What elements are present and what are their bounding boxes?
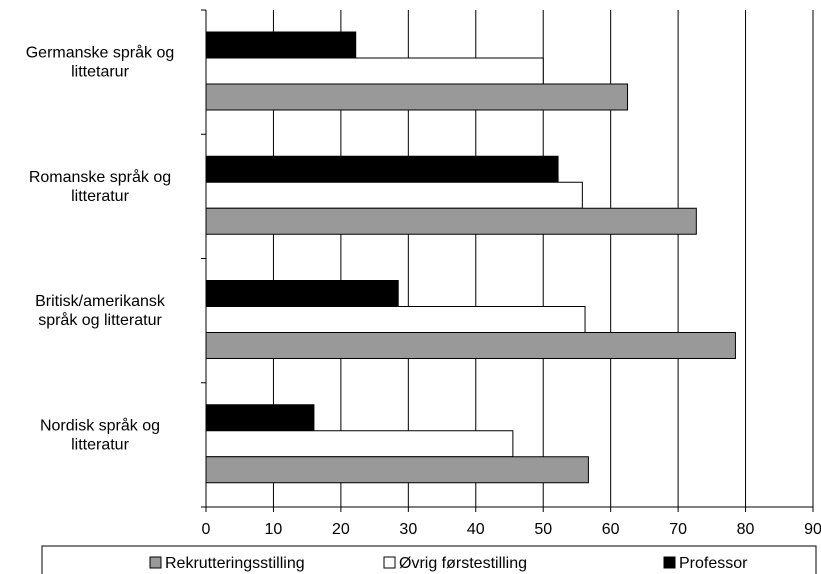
bars bbox=[205, 31, 736, 484]
x-tick-label-90: 90 bbox=[804, 521, 821, 538]
axes bbox=[201, 9, 814, 512]
category-label-line: littetarur bbox=[71, 64, 129, 81]
x-tick-label-70: 70 bbox=[669, 521, 687, 538]
bar-rekrutteringsstilling-0 bbox=[205, 83, 629, 111]
category-label-1: Romanske språk og litteratur bbox=[29, 168, 171, 205]
bar--vrig-f-rstestilling-3 bbox=[205, 430, 514, 458]
bar-professor-1 bbox=[205, 155, 559, 183]
bar-professor-3 bbox=[205, 404, 315, 432]
legend: Rekrutteringsstilling Øvrig førstestillin… bbox=[41, 545, 817, 574]
bar--vrig-f-rstestilling-0 bbox=[205, 57, 544, 85]
x-tick-labels: 0 10 20 30 40 50 60 70 80 90 bbox=[202, 521, 821, 538]
x-tick-label-40: 40 bbox=[467, 521, 485, 538]
bar-professor-0 bbox=[205, 31, 357, 59]
category-label-3: Nordisk språk og litteratur bbox=[40, 416, 160, 453]
category-labels: Germanske språk og littetarur Romanske spr… bbox=[26, 44, 175, 454]
category-label-line: litteratur bbox=[71, 436, 129, 453]
category-label-0: Germanske språk og littetarur bbox=[26, 44, 175, 81]
x-tick-label-80: 80 bbox=[737, 521, 755, 538]
bar-rekrutteringsstilling-3 bbox=[205, 456, 589, 484]
bar-professor-2 bbox=[205, 280, 399, 307]
legend-label--vrig-f-rstestilling: Øvrig førstestilling bbox=[399, 555, 527, 572]
x-tick-label-60: 60 bbox=[602, 521, 620, 538]
legend-label-professor: Professor bbox=[679, 555, 748, 572]
category-label-line: Britisk/amerikansk bbox=[35, 293, 166, 310]
category-label-line: Romanske språk og bbox=[29, 168, 171, 186]
category-label-2: Britisk/amerikansk språk og litteratur bbox=[35, 293, 166, 329]
bar-rekrutteringsstilling-2 bbox=[205, 332, 736, 359]
x-tick-label-50: 50 bbox=[534, 521, 552, 538]
category-label-line: språk og litteratur bbox=[38, 311, 162, 329]
category-label-line: Nordisk språk og bbox=[40, 416, 160, 434]
x-tick-label-0: 0 bbox=[202, 521, 211, 538]
legend-swatch--vrig-f-rstestilling bbox=[383, 556, 396, 569]
category-label-line: litteratur bbox=[71, 188, 129, 205]
x-tick-label-20: 20 bbox=[332, 521, 350, 538]
legend-label-rekrutteringsstilling: Rekrutteringsstilling bbox=[165, 555, 305, 572]
bar-rekrutteringsstilling-1 bbox=[205, 207, 697, 235]
legend-swatch-professor bbox=[663, 556, 676, 569]
x-tick-label-10: 10 bbox=[265, 521, 283, 538]
bar--vrig-f-rstestilling-2 bbox=[205, 306, 586, 333]
legend-swatch-rekrutteringsstilling bbox=[149, 556, 162, 569]
x-tick-label-30: 30 bbox=[399, 521, 417, 538]
legend-box bbox=[41, 545, 817, 574]
category-label-line: Germanske språk og bbox=[26, 44, 175, 62]
bar--vrig-f-rstestilling-1 bbox=[205, 181, 583, 209]
